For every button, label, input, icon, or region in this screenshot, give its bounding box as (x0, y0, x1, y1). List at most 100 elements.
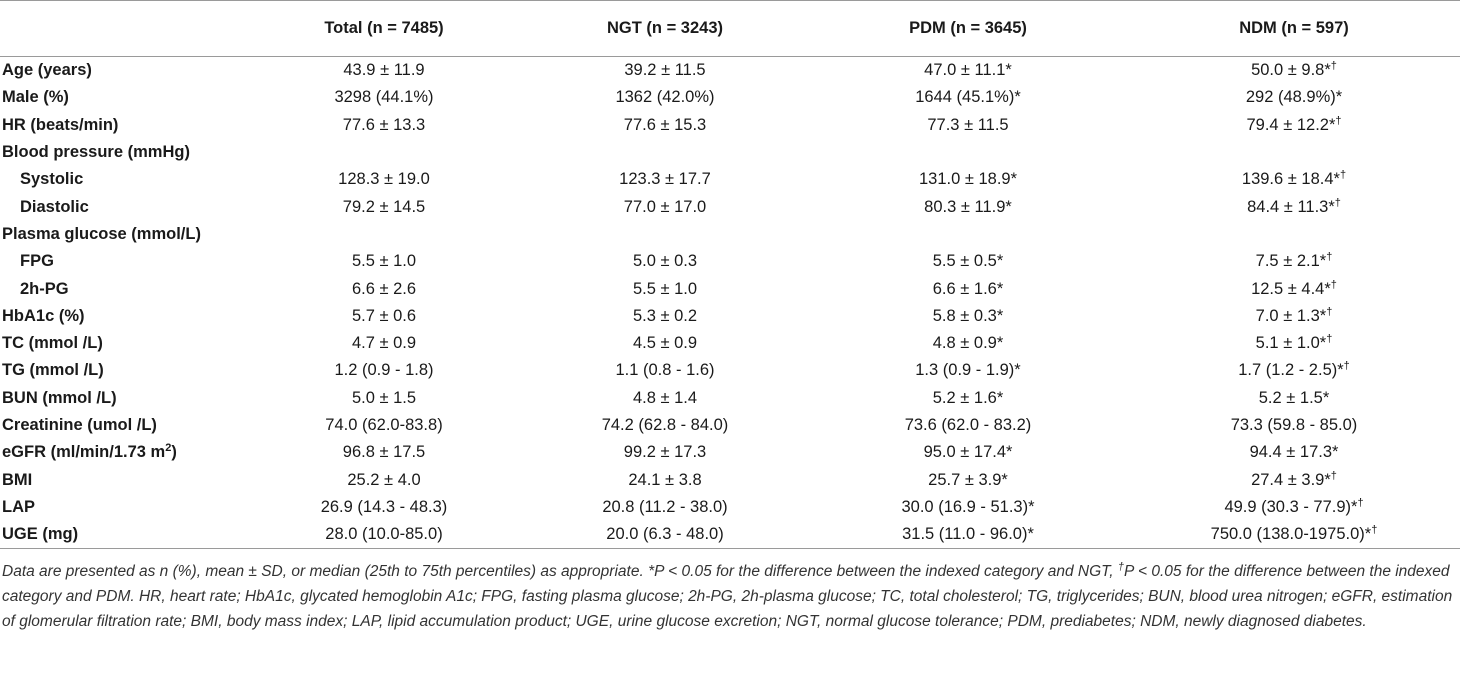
table-row: TC (mmol /L) 4.7 ± 0.9 4.5 ± 0.9 4.8 ± 0.9*… (0, 330, 1460, 357)
table-row: LAP 26.9 (14.3 - 48.3) 20.8 (11.2 - 38.0) 3… (0, 494, 1460, 521)
row-label-text: Systolic (20, 170, 84, 189)
cell-ndm: 94.4 ± 17.3* (1128, 439, 1460, 466)
row-label: Diastolic (0, 193, 246, 220)
cell-value: 50.0 ± 9.8* (1251, 61, 1331, 80)
cell-ndm: 7.0 ± 1.3*† (1128, 303, 1460, 330)
cell-value: 139.6 ± 18.4* (1241, 170, 1340, 189)
row-label: TC (mmol /L) (0, 330, 246, 357)
row-label-text: LAP (2, 497, 35, 516)
cell-ngt: 1.1 (0.8 - 1.6) (522, 357, 808, 384)
cell-value: 5.5 ± 1.0 (632, 279, 698, 298)
cell-dagger-mark: † (1326, 251, 1333, 264)
table-row: FPG 5.5 ± 1.0 5.0 ± 0.3 5.5 ± 0.5* 7.5 ± 2.1… (0, 248, 1460, 275)
cell-total: 128.3 ± 19.0 (246, 166, 522, 193)
cell-ndm: 27.4 ± 3.9*† (1128, 466, 1460, 493)
table-row: eGFR (ml/min/1.73 m2) 96.8 ± 17.5 99.2 ± 1… (0, 439, 1460, 466)
cell-value: 5.7 ± 0.6 (351, 306, 417, 325)
cell-pdm: 131.0 ± 18.9* (808, 166, 1128, 193)
row-label: eGFR (ml/min/1.73 m2) (0, 439, 246, 466)
cell-value: 39.2 ± 11.5 (624, 61, 706, 80)
cell-dagger-mark: † (1335, 114, 1342, 127)
cell-dagger-mark: † (1343, 360, 1350, 373)
cell-value: 3298 (44.1%) (334, 88, 434, 107)
cell-value: 25.7 ± 3.9* (928, 470, 1008, 489)
row-label-text: eGFR (ml/min/1.73 m (2, 443, 166, 462)
row-label-text: Plasma glucose (mmol/L) (2, 224, 201, 243)
cell-value: 27.4 ± 3.9* (1251, 470, 1331, 489)
cell-pdm: 31.5 (11.0 - 96.0)* (808, 521, 1128, 550)
cell-dagger-mark: † (1339, 169, 1347, 182)
cell-ngt (522, 221, 808, 248)
cell-total: 5.5 ± 1.0 (246, 248, 522, 275)
cell-pdm: 6.6 ± 1.6* (808, 275, 1128, 302)
cell-total: 28.0 (10.0-85.0) (246, 521, 522, 550)
cell-value: 5.1 ± 1.0* (1255, 334, 1327, 353)
cell-value: 94.4 ± 17.3* (1249, 443, 1339, 462)
cell-ngt: 5.3 ± 0.2 (522, 303, 808, 330)
cell-ndm: 50.0 ± 9.8*† (1128, 57, 1460, 85)
row-label-text: UGE (mg) (2, 525, 79, 544)
cell-ngt: 123.3 ± 17.7 (522, 166, 808, 193)
cell-value: 750.0 (138.0-1975.0)* (1210, 525, 1372, 544)
row-label-text: HbA1c (%) (2, 306, 85, 325)
cell-total: 6.6 ± 2.6 (246, 275, 522, 302)
cell-value: 24.1 ± 3.8 (628, 470, 702, 489)
cell-value: 74.0 (62.0-83.8) (325, 416, 443, 434)
row-label: Plasma glucose (mmol/L) (0, 221, 246, 248)
cell-ndm (1128, 139, 1460, 166)
cell-value: 7.0 ± 1.3* (1255, 306, 1327, 325)
cell-dagger-mark: † (1326, 305, 1333, 318)
cell-ngt: 20.0 (6.3 - 48.0) (522, 521, 808, 550)
cell-value: 79.2 ± 14.5 (342, 197, 426, 216)
cell-ndm: 49.9 (30.3 - 77.9)*† (1128, 494, 1460, 521)
cell-total: 74.0 (62.0-83.8) (246, 412, 522, 439)
cell-value: 4.7 ± 0.9 (351, 334, 417, 353)
cell-value: 131.0 ± 18.9* (918, 170, 1018, 189)
cell-total: 5.0 ± 1.5 (246, 385, 522, 412)
cell-total: 4.7 ± 0.9 (246, 330, 522, 357)
cell-value: 4.5 ± 0.9 (632, 334, 698, 353)
cell-value: 43.9 ± 11.9 (343, 61, 425, 80)
cell-ngt: 5.5 ± 1.0 (522, 275, 808, 302)
cell-ngt: 74.2 (62.8 - 84.0) (522, 412, 808, 439)
cell-value: 26.9 (14.3 - 48.3) (320, 497, 448, 516)
cell-ngt: 77.6 ± 15.3 (522, 112, 808, 139)
cell-value: 6.6 ± 2.6 (351, 279, 417, 298)
table-row: HR (beats/min) 77.6 ± 13.3 77.6 ± 15.3 77.3… (0, 112, 1460, 139)
cell-pdm: 30.0 (16.9 - 51.3)* (808, 494, 1128, 521)
table-row: Male (%) 3298 (44.1%) 1362 (42.0%) 1644 (45… (0, 84, 1460, 111)
row-label-text: Male (%) (2, 88, 69, 107)
cell-value: 77.6 ± 15.3 (623, 115, 707, 134)
cell-value: 4.8 ± 1.4 (632, 388, 698, 407)
cell-ndm (1128, 221, 1460, 248)
cell-value: 6.6 ± 1.6* (932, 279, 1004, 298)
footnote-text-part2: P < 0.05 for the difference between the … (2, 563, 1453, 631)
row-label: Blood pressure (mmHg) (0, 139, 246, 166)
row-label-text: Creatinine (umol /L) (2, 416, 157, 434)
cell-ndm: 1.7 (1.2 - 2.5)*† (1128, 357, 1460, 384)
header-cell-total: Total (n = 7485) (246, 0, 522, 57)
cell-value: 28.0 (10.0-85.0) (325, 525, 443, 544)
cell-dagger-mark: † (1357, 496, 1364, 509)
row-label-text: BMI (2, 470, 33, 489)
table-row: Age (years) 43.9 ± 11.9 39.2 ± 11.5 47.0 ± … (0, 57, 1460, 85)
cell-value: 5.5 ± 1.0 (351, 252, 417, 271)
baseline-characteristics-table: Total (n = 7485) NGT (n = 3243) PDM (n =… (0, 0, 1460, 550)
cell-value: 31.5 (11.0 - 96.0)* (902, 525, 1034, 544)
cell-ndm: 79.4 ± 12.2*† (1128, 112, 1460, 139)
cell-total (246, 139, 522, 166)
cell-pdm: 4.8 ± 0.9* (808, 330, 1128, 357)
table-row: HbA1c (%) 5.7 ± 0.6 5.3 ± 0.2 5.8 ± 0.3* 7.0… (0, 303, 1460, 330)
row-label: Male (%) (0, 84, 246, 111)
cell-pdm: 1644 (45.1%)* (808, 84, 1128, 111)
footnote-text-part1: Data are presented as n (%), mean ± SD, … (2, 563, 1118, 581)
cell-ngt: 5.0 ± 0.3 (522, 248, 808, 275)
row-label-superscript: 2 (165, 442, 172, 455)
row-label: Systolic (0, 166, 246, 193)
cell-value: 7.5 ± 2.1* (1255, 252, 1327, 271)
cell-value: 5.2 ± 1.6* (932, 388, 1004, 407)
row-label: UGE (mg) (0, 521, 246, 550)
cell-value: 30.0 (16.9 - 51.3)* (901, 497, 1035, 516)
cell-pdm: 80.3 ± 11.9* (808, 193, 1128, 220)
cell-ndm: 73.3 (59.8 - 85.0) (1128, 412, 1460, 439)
